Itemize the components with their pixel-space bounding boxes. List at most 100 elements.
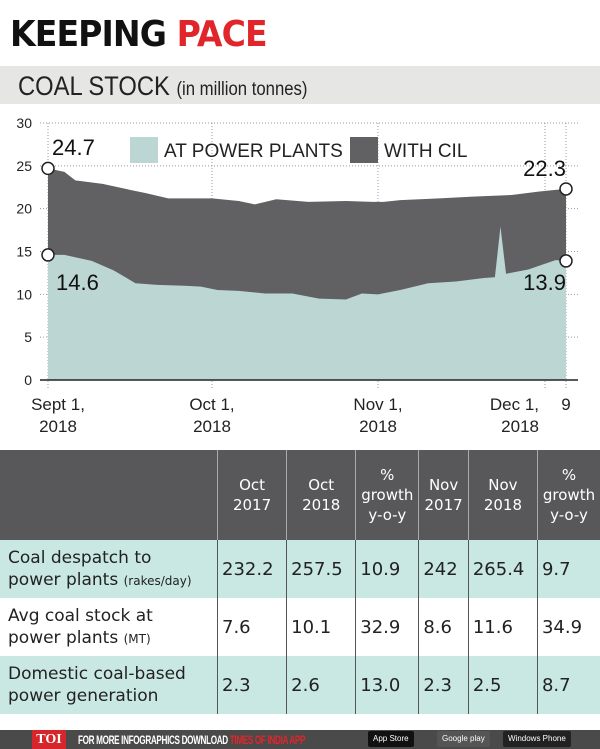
value-label: 24.7 (52, 135, 95, 160)
value-marker (41, 161, 55, 176)
column-header-line: Oct (308, 476, 335, 494)
table-header-row: Oct 2017 Oct 2018% growth y-o-y Nov 2017 Nov 2018… (0, 450, 600, 540)
column-header-line: 2017 (232, 496, 272, 514)
row-label-text: power generation (8, 685, 159, 706)
table-cell: 2.6 (286, 656, 356, 714)
row-label-line2: power generation (8, 685, 213, 708)
footer-message: FOR MORE INFOGRAPHICS DOWNLOAD (78, 733, 228, 747)
column-header-line: growth (542, 486, 596, 504)
footer-banner: TOI FOR MORE INFOGRAPHICS DOWNLOAD TIMES… (0, 730, 600, 749)
table-cell: 265.4 (467, 540, 538, 598)
subtitle-bar: COAL STOCK (in million tonnes) (0, 66, 600, 104)
page-title: KEEPING PACE (10, 14, 268, 55)
column-header: Oct 2018 (286, 450, 356, 540)
x-tick-year: 2018 (359, 417, 397, 436)
y-tick-label: 10 (16, 286, 32, 302)
title-part1: KEEPING (10, 14, 167, 55)
column-header-line: y-o-y (550, 506, 588, 524)
value-label: 22.3 (523, 156, 566, 181)
column-header-line: 2018 (302, 496, 341, 514)
row-label-text: power plants (8, 627, 119, 648)
table-cell: 2.5 (467, 656, 538, 714)
x-tick-label: Nov 1, (353, 395, 402, 414)
table-cell: 13.0 (355, 656, 419, 714)
table-row: Domestic coal-based power generation 2.3 2… (0, 656, 600, 714)
row-label-line2: power plants (rakes/day) (8, 569, 213, 592)
table-cell: 232.2 (216, 540, 287, 598)
row-label-line2: power plants (MT) (8, 627, 213, 650)
row-label: Avg coal stock at power plants (MT) (0, 598, 218, 656)
row-label: Domestic coal-based power generation (0, 656, 218, 714)
column-header-line: Nov (428, 476, 459, 494)
table-row: Coal despatch to power plants (rakes/day)… (0, 540, 600, 598)
value-marker (559, 254, 573, 268)
table-cell: 7.6 (216, 598, 287, 656)
windows-phone-badge[interactable]: Windows Phone (503, 731, 571, 747)
chart-subtitle: COAL STOCK (18, 71, 170, 101)
legend-swatch-power-plants (130, 137, 158, 163)
table-cell: 242 (418, 540, 469, 598)
row-label-text: power plants (8, 569, 119, 590)
app-store-badge[interactable]: App Store (368, 731, 414, 747)
column-header-line: 2018 (483, 496, 522, 514)
x-tick-label: Sept 1, (31, 395, 85, 414)
legend-swatch-with-cil (350, 137, 378, 163)
table-cell: 2.3 (418, 656, 469, 714)
table-cell: 8.6 (418, 598, 469, 656)
table-row: Avg coal stock at power plants (MT) 7.6 10.… (0, 598, 600, 656)
area-at-power-plants (48, 226, 566, 380)
column-header: % growth y-o-y (355, 450, 419, 540)
table-cell: 32.9 (355, 598, 419, 656)
google-play-badge[interactable]: Google play (437, 731, 490, 747)
x-tick-label: 9 (561, 395, 570, 414)
legend-label-with-cil: WITH CIL (384, 141, 467, 162)
row-unit: (MT) (123, 631, 151, 646)
x-tick-year: 2018 (501, 417, 539, 436)
row-label-line1: Coal despatch to (8, 547, 152, 568)
x-tick-year: 2018 (39, 417, 77, 436)
y-tick-label: 0 (24, 372, 32, 388)
coal-stock-chart: 0 5 10 15 20 25 30 Sept 1, 2018 Oct 1, 2018 Nov 1, 2… (16, 115, 578, 436)
legend-label-power-plants: AT POWER PLANTS (164, 141, 343, 162)
y-tick-label: 15 (16, 244, 32, 260)
y-tick-label: 30 (16, 115, 32, 131)
column-header-line: % (561, 466, 577, 484)
column-header-line: % (380, 466, 395, 484)
table-cell: 9.7 (536, 540, 600, 598)
y-tick-label: 20 (16, 201, 32, 217)
column-header-line: Nov (488, 476, 518, 494)
column-header-line: y-o-y (368, 506, 407, 524)
coal-table: Oct 2017 Oct 2018% growth y-o-y Nov 2017 Nov 2018… (0, 450, 600, 714)
title-part2: PACE (176, 14, 268, 55)
y-tick-label: 25 (16, 158, 32, 174)
column-header: Oct 2017 (216, 450, 287, 540)
header-blank (0, 450, 218, 540)
table-cell: 10.9 (355, 540, 419, 598)
table-cell: 34.9 (536, 598, 600, 656)
x-tick-label: Oct 1, (189, 395, 234, 414)
column-header: Nov 2018 (467, 450, 538, 540)
table-cell: 11.6 (467, 598, 538, 656)
column-header-line: Oct (239, 476, 266, 494)
x-tick-year: 2018 (193, 417, 231, 436)
value-label: 14.6 (56, 270, 99, 295)
value-label: 13.9 (523, 270, 566, 295)
toi-logo: TOI (32, 730, 66, 749)
column-header: Nov 2017 (418, 450, 469, 540)
table-cell: 8.7 (536, 656, 600, 714)
column-header-line: growth (361, 486, 414, 504)
value-marker (41, 248, 55, 262)
table-cell: 2.3 (216, 656, 287, 714)
x-tick-label: Dec 1, (490, 395, 539, 414)
table-cell: 257.5 (286, 540, 356, 598)
value-marker (559, 182, 573, 196)
table-cell: 10.1 (286, 598, 356, 656)
footer-app-name: TIMES OF INDIA APP (229, 733, 306, 747)
column-header-line: 2017 (424, 496, 463, 514)
row-label-line1: Domestic coal-based (8, 663, 186, 684)
chart-unit: (in million tonnes) (176, 79, 308, 100)
row-unit: (rakes/day) (123, 573, 192, 588)
row-label: Coal despatch to power plants (rakes/day) (0, 540, 218, 598)
column-header: % growth y-o-y (536, 450, 600, 540)
